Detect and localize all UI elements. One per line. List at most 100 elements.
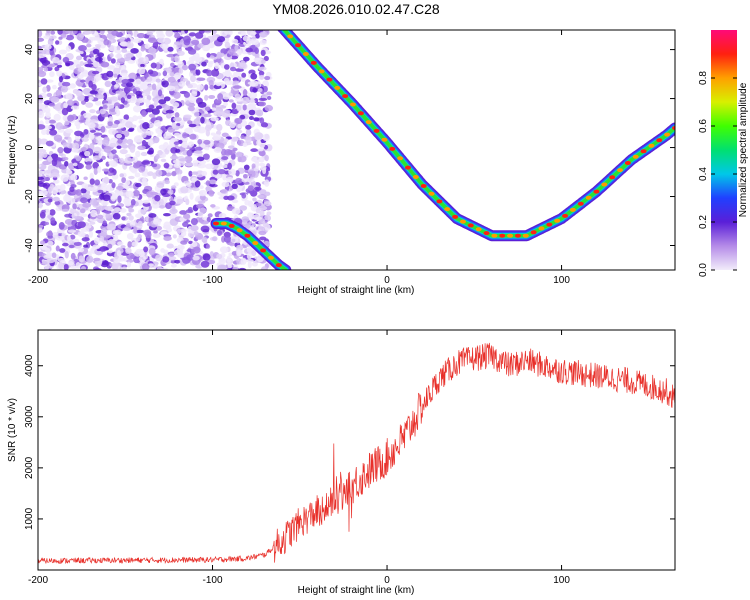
noise-blob bbox=[255, 216, 263, 220]
noise-blob bbox=[38, 53, 46, 59]
colorbar-tick-label: 0.8 bbox=[698, 71, 709, 85]
noise-blob bbox=[135, 78, 142, 85]
noise-blob bbox=[255, 109, 264, 117]
noise-blob bbox=[169, 82, 179, 87]
noise-blob bbox=[179, 210, 187, 215]
noise-blob bbox=[81, 237, 90, 242]
noise-blob bbox=[254, 57, 264, 65]
noise-blob bbox=[125, 190, 134, 198]
main-track-peak bbox=[459, 219, 466, 224]
noise-blob bbox=[204, 30, 211, 33]
snr-x-label: Height of straight line (km) bbox=[298, 585, 415, 596]
noise-blob bbox=[83, 244, 89, 248]
noise-blob bbox=[226, 149, 236, 155]
noise-blob bbox=[188, 141, 195, 148]
noise-blob bbox=[90, 129, 96, 133]
noise-blob bbox=[155, 128, 161, 132]
noise-blob bbox=[103, 210, 112, 214]
noise-blob bbox=[249, 82, 256, 87]
noise-blob bbox=[83, 176, 88, 181]
noise-blob bbox=[254, 132, 264, 140]
noise-blob bbox=[232, 80, 240, 85]
main-track-peak bbox=[522, 233, 529, 238]
noise-blob bbox=[60, 33, 67, 38]
noise-blob bbox=[38, 163, 42, 168]
noise-blob bbox=[49, 209, 56, 216]
noise-blob bbox=[84, 150, 91, 157]
main-track-peak bbox=[672, 125, 675, 130]
noise-blob bbox=[185, 198, 190, 206]
noise-blob bbox=[58, 49, 68, 55]
noise-blob bbox=[223, 109, 231, 114]
noise-blob bbox=[181, 256, 191, 264]
noise-blob bbox=[133, 226, 138, 234]
noise-blob bbox=[263, 55, 269, 62]
noise-blob bbox=[190, 75, 196, 83]
noise-blob bbox=[45, 119, 50, 125]
noise-blob bbox=[38, 176, 45, 180]
noise-blob bbox=[197, 101, 207, 108]
noise-blob bbox=[182, 132, 188, 139]
noise-blob bbox=[63, 102, 68, 109]
noise-blob bbox=[55, 245, 60, 252]
noise-blob bbox=[215, 99, 222, 104]
noise-blob bbox=[173, 249, 183, 256]
spectrogram-x-ticks: -200 -100 0 100 bbox=[28, 30, 570, 286]
noise-blob bbox=[178, 68, 184, 74]
noise-blob bbox=[243, 56, 250, 62]
noise-blob bbox=[102, 139, 110, 146]
noise-blob bbox=[194, 180, 201, 188]
noise-blob bbox=[65, 45, 72, 52]
noise-blob bbox=[38, 99, 43, 104]
noise-blob bbox=[43, 67, 49, 72]
noise-blob bbox=[50, 172, 60, 178]
noise-blob bbox=[152, 200, 158, 205]
noise-blob bbox=[106, 103, 115, 110]
noise-blob bbox=[196, 156, 205, 162]
main-track-band bbox=[280, 30, 675, 239]
noise-blob bbox=[176, 122, 181, 127]
noise-blob bbox=[241, 96, 250, 105]
noise-blob bbox=[209, 251, 214, 257]
main-track-peak bbox=[365, 120, 372, 125]
colorbar-tick-label: 0.2 bbox=[698, 215, 709, 229]
main-track-peak bbox=[318, 69, 325, 74]
noise-blob bbox=[255, 33, 260, 39]
noise-blob bbox=[115, 62, 121, 68]
noise-blob bbox=[52, 155, 58, 162]
noise-blob bbox=[205, 163, 214, 170]
noise-blob bbox=[100, 61, 110, 68]
noise-blob bbox=[78, 247, 85, 253]
noise-blob bbox=[150, 62, 157, 69]
noise-blob bbox=[96, 110, 101, 114]
noise-blob bbox=[160, 188, 167, 196]
noise-blob bbox=[63, 263, 69, 270]
noise-blob bbox=[146, 190, 154, 198]
noise-blob bbox=[106, 70, 114, 78]
noise-blob bbox=[148, 47, 157, 55]
noise-blob bbox=[216, 230, 223, 236]
noise-blob bbox=[119, 148, 128, 155]
main-track-peak bbox=[562, 213, 569, 218]
noise-blob bbox=[121, 176, 127, 184]
noise-blob bbox=[86, 255, 94, 264]
noise-blob bbox=[41, 245, 48, 251]
noise-blob bbox=[59, 248, 66, 253]
noise-blob bbox=[155, 105, 163, 110]
noise-blob bbox=[264, 214, 271, 221]
noise-blob bbox=[195, 69, 201, 76]
noise-blob bbox=[235, 151, 243, 158]
noise-blob bbox=[248, 115, 254, 121]
main-track-peak bbox=[342, 94, 349, 99]
noise-blob bbox=[235, 170, 240, 177]
noise-blob bbox=[259, 31, 268, 38]
noise-blob bbox=[88, 80, 93, 88]
noise-blob bbox=[252, 156, 257, 162]
noise-blob bbox=[183, 213, 191, 220]
noise-blob bbox=[43, 35, 52, 40]
noise-blob bbox=[231, 102, 237, 110]
noise-blob bbox=[160, 158, 167, 163]
noise-blob bbox=[196, 77, 206, 81]
main-track-peak bbox=[530, 230, 537, 235]
noise-blob bbox=[202, 45, 211, 52]
